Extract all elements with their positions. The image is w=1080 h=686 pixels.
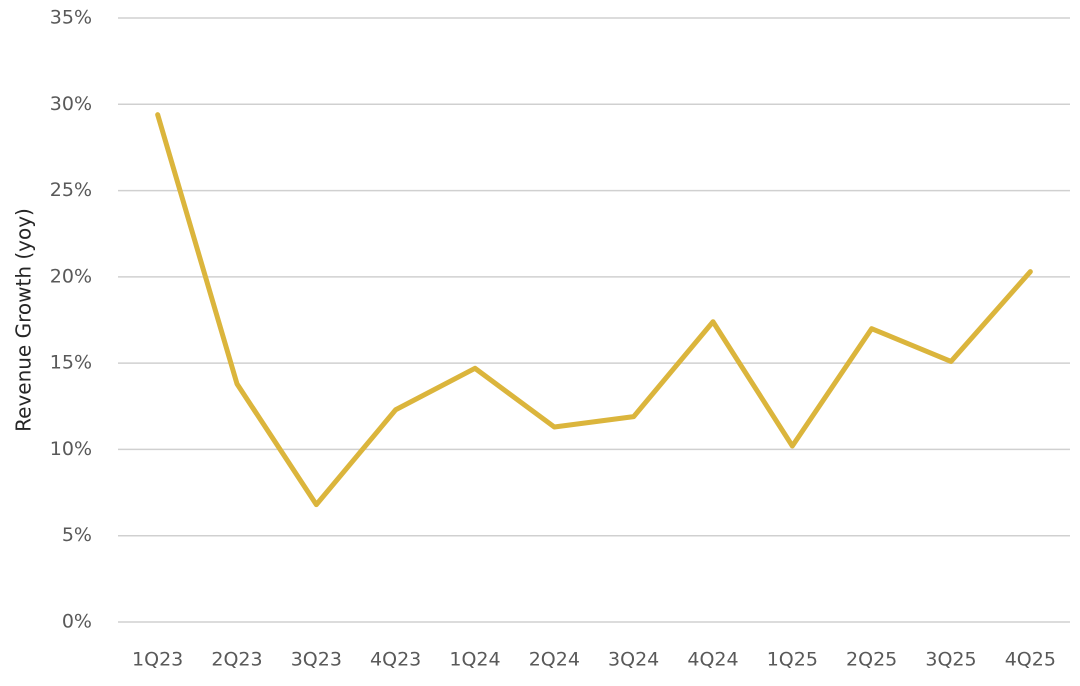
- y-tick-label: 30%: [50, 93, 92, 115]
- x-tick-label: 4Q24: [687, 649, 738, 671]
- y-tick-label: 10%: [50, 438, 92, 460]
- x-tick-label: 4Q23: [370, 649, 421, 671]
- x-tick-label: 1Q24: [449, 649, 500, 671]
- y-tick-label: 5%: [62, 524, 92, 546]
- x-tick-label: 3Q25: [925, 649, 976, 671]
- y-tick-label: 25%: [50, 179, 92, 201]
- y-tick-label: 0%: [62, 611, 92, 633]
- x-tick-label: 3Q24: [608, 649, 659, 671]
- x-tick-label: 2Q24: [529, 649, 580, 671]
- line-series: [155, 112, 1033, 508]
- y-tick-label: 35%: [50, 7, 92, 29]
- x-tick-label: 1Q25: [767, 649, 818, 671]
- y-axis-label: Revenue Growth (yoy): [12, 208, 36, 432]
- y-tick-label: 20%: [50, 265, 92, 287]
- y-tick-label: 15%: [50, 352, 92, 374]
- x-tick-label: 1Q23: [132, 649, 183, 671]
- x-tick-label: 2Q25: [846, 649, 897, 671]
- x-tick-label: 2Q23: [211, 649, 262, 671]
- x-tick-label: 4Q25: [1005, 649, 1056, 671]
- x-tick-label: 3Q23: [291, 649, 342, 671]
